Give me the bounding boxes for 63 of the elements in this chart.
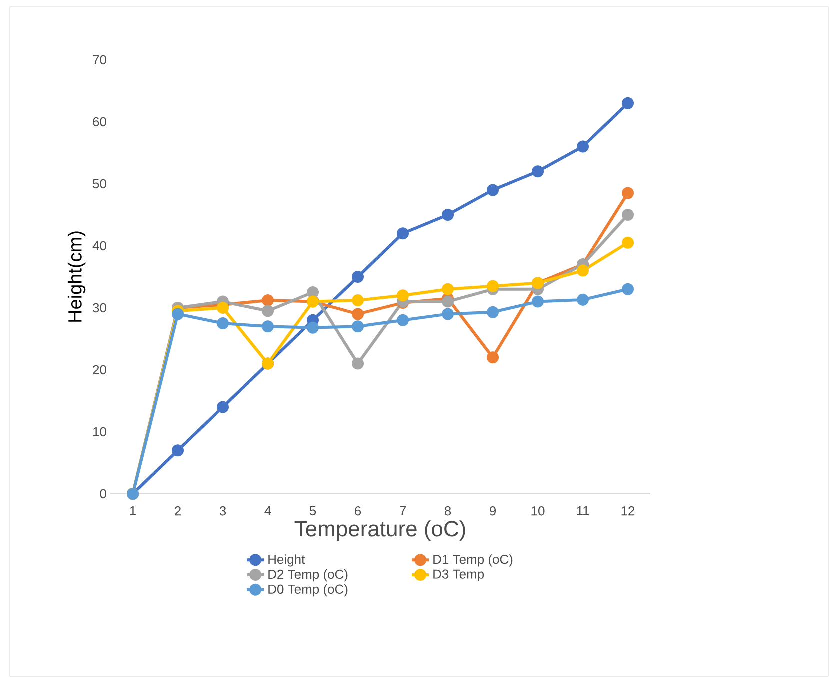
x-tick-label: 6 [355,506,362,516]
point [577,264,590,277]
legend-label: Height [268,554,306,567]
point [442,308,454,320]
point [262,305,274,318]
point [217,317,230,330]
x-tick-label: 2 [175,506,181,516]
point [622,209,634,221]
x-tick-label: 10 [532,506,545,516]
y-tick-label: 40 [92,241,106,251]
point [217,401,230,414]
point [352,294,364,307]
point [397,228,410,240]
point [487,280,500,292]
point [442,209,454,221]
point [352,320,364,333]
y-tick-label: 0 [100,489,106,499]
point [487,352,500,364]
y-tick-label: 50 [93,179,106,189]
point [217,302,230,314]
y-tick-label: 10 [93,427,106,437]
legend-label: D2 Temp (oC) [268,570,348,582]
point [397,314,410,326]
legend-label: D3 Temp [434,570,484,582]
y-tick-label: 30 [93,303,106,313]
point [442,296,454,308]
point [262,320,274,333]
point [352,358,364,370]
point [487,306,500,318]
x-axis-title: Temperature (oC) [294,520,466,542]
point [577,140,590,153]
x-tick-label: 3 [220,506,226,516]
point [622,283,634,296]
legend-label: D0 Temp (oC) [268,584,348,597]
x-tick-label: 7 [400,506,406,516]
x-tick-label: 12 [622,506,635,516]
x-tick-label: 8 [444,506,452,516]
point [442,283,454,296]
point [352,270,364,283]
point [352,308,364,320]
point [622,236,634,249]
point [262,294,274,307]
y-tick-label: 70 [93,55,106,65]
point [577,294,590,306]
point [532,296,544,308]
point [487,184,500,196]
point [307,322,320,334]
point [622,187,634,200]
point [172,444,184,457]
point [397,290,410,302]
legend-label: D1 Temp (oC) [434,554,513,567]
x-tick-label: 1 [130,506,136,516]
x-tick-label: 4 [264,506,272,516]
x-tick-label: 5 [310,506,316,516]
x-tick-label: 9 [490,506,496,516]
point [307,286,320,298]
point [532,166,544,178]
y-tick-label: 20 [93,365,106,375]
y-axis-title: Height(cm) [68,232,86,322]
point [622,97,634,110]
point [172,308,184,320]
x-tick-label: 11 [577,506,590,516]
y-tick-label: 60 [93,117,106,127]
